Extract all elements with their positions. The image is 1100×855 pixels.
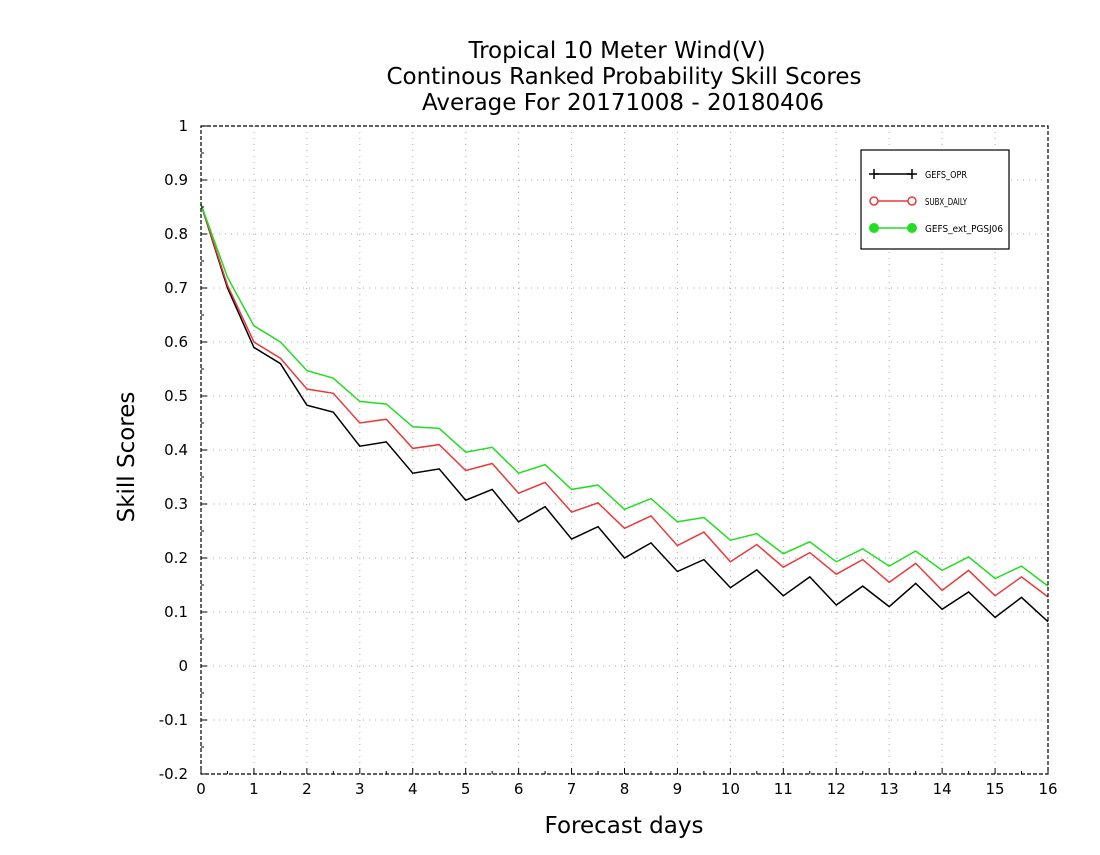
x-tick-labels: 0 1 2 3 4 5 6 7 8 9 10 11 12 13 14 15 16: [196, 780, 1057, 798]
x-tick-label: 1: [249, 780, 259, 798]
y-tick-label: 0.2: [164, 549, 188, 567]
legend-marker-filled-circle-icon: [907, 223, 917, 233]
y-tick-labels: -0.2 -0.1 0 0.1 0.2 0.3 0.4 0.5 0.6 0.7 0.8 0.9 1: [159, 117, 188, 783]
x-tick-label: 8: [620, 780, 630, 798]
series-line-gefs-ext-pgsj06: [200, 204, 1049, 587]
grid: [201, 126, 1048, 774]
chart-title: Tropical 10 Meter Wind(V) Continous Rank…: [386, 38, 861, 116]
y-tick-label: 0.6: [164, 333, 188, 351]
legend-label-gefs-ext-pgsj06: GEFS_ext_PGSJ06: [925, 224, 1003, 235]
series-line-subx-daily: [200, 204, 1049, 598]
legend-marker-open-circle-icon: [869, 196, 879, 206]
y-tick-label: 0.8: [164, 225, 188, 243]
y-tick-label: 0.1: [164, 603, 188, 621]
y-tick-label: -0.1: [159, 711, 188, 729]
x-tick-label: 10: [721, 780, 740, 798]
y-tick-label: 0: [178, 657, 188, 675]
y-axis-title: Skill Scores: [114, 392, 140, 523]
x-tick-label: 14: [933, 780, 952, 798]
y-tick-label: 0.5: [164, 387, 188, 405]
legend-marker-plus-icon: [907, 169, 917, 179]
legend-marker-open-circle-icon: [907, 196, 917, 206]
y-tick-label: 0.3: [164, 495, 188, 513]
x-tick-label: 4: [408, 780, 418, 798]
x-tick-label: 9: [673, 780, 683, 798]
x-tick-label: 0: [196, 780, 206, 798]
legend-label-subx-daily: SUBX_DAILY: [925, 197, 967, 208]
chart-title-line-3: Average For 20171008 - 20180406: [422, 90, 824, 116]
x-tick-label: 15: [986, 780, 1005, 798]
series-lines: [200, 204, 1049, 623]
chart-title-line-1: Tropical 10 Meter Wind(V): [467, 38, 765, 64]
x-axis-title: Forecast days: [545, 813, 704, 839]
x-tick-label: 3: [355, 780, 365, 798]
y-tick-label: 0.4: [164, 441, 188, 459]
axis-ticks: [200, 125, 1049, 775]
legend-label-gefs-opr: GEFS_OPR: [925, 170, 967, 181]
legend-box: [860, 149, 1010, 250]
x-tick-label: 12: [827, 780, 846, 798]
legend-marker-plus-icon: [869, 169, 879, 179]
y-tick-label: 0.9: [164, 171, 188, 189]
x-tick-label: 13: [880, 780, 899, 798]
x-tick-label: 11: [774, 780, 793, 798]
y-tick-label: 0.7: [164, 279, 188, 297]
x-tick-label: 6: [514, 780, 524, 798]
x-tick-label: 7: [567, 780, 577, 798]
x-tick-label: 5: [461, 780, 471, 798]
legend-marker-filled-circle-icon: [869, 223, 879, 233]
x-tick-label: 16: [1038, 780, 1057, 798]
y-tick-label: 1: [178, 117, 188, 135]
legend: GEFS_OPR SUBX_DAILY GEFS_ext_PGSJ06: [860, 149, 1010, 250]
chart-title-line-2: Continous Ranked Probability Skill Score…: [386, 64, 861, 90]
x-tick-label: 2: [302, 780, 312, 798]
y-tick-label: -0.2: [159, 765, 188, 783]
series-line-gefs-opr: [200, 204, 1049, 623]
